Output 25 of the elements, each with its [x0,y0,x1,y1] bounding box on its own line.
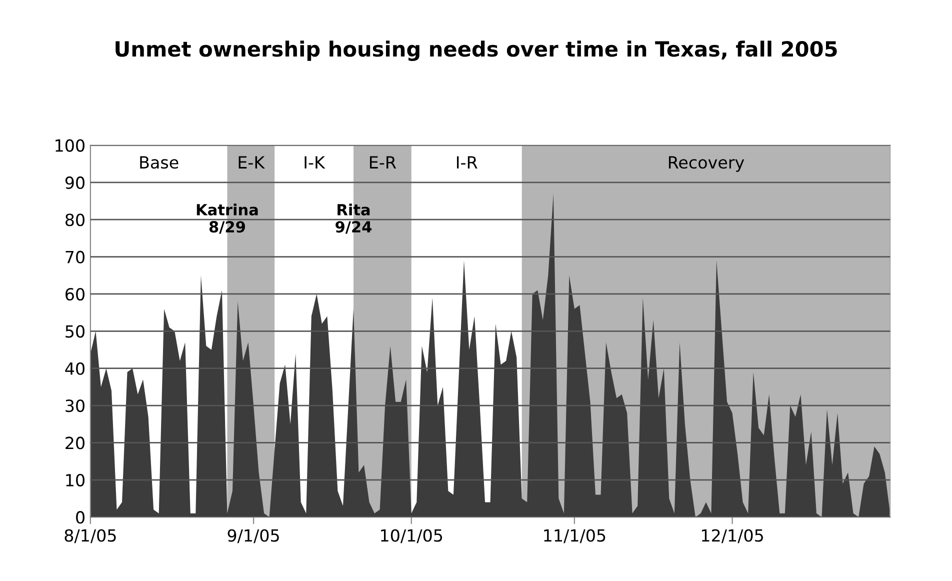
annotation: I-R [456,156,478,168]
y-tick-label: 0 [76,511,84,524]
band-label: Recovery [668,156,744,172]
y-tick-label: 90 [65,176,84,190]
annotation: Rita 9/24 [336,204,372,234]
y-tick-label: 80 [66,214,84,226]
y-tick-label: 20 [66,436,84,450]
chart-title: Unmet ownership housing needs over time in Texas, fall 2005 [116,40,837,61]
x-tick-label: 12/1/05 [702,529,763,544]
annotation: I-K [304,156,326,168]
x-tick-label: 8/1/05 [64,529,116,544]
y-tick-label: 40 [65,362,84,375]
x-tick-label: 9/1/05 [228,529,279,544]
x-tick-label: 10/1/05 [381,529,442,544]
y-tick-label: 100 [56,139,84,152]
y-tick-label: 50 [66,325,84,338]
band-label: E-R [370,156,396,168]
y-tick-label: 10 [66,474,84,486]
annotation: Base [140,156,178,169]
y-tick-label: 70 [66,250,84,264]
y-tick-label: 60 [66,288,84,301]
band-label: E-K [238,156,265,168]
x-tick-label: 11/1/05 [544,529,606,544]
annotation: Katrina 8/29 [196,204,258,234]
y-tick-label: 30 [66,400,84,412]
